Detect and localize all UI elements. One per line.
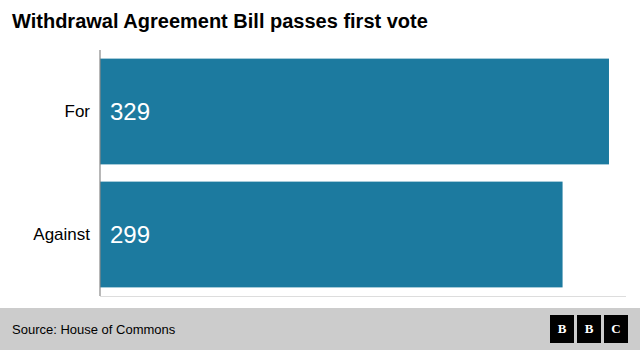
logo-letter: B xyxy=(550,315,574,343)
logo-letter: C xyxy=(604,315,628,343)
y-axis-line xyxy=(99,50,100,296)
chart: Withdrawal Agreement Bill passes first v… xyxy=(0,0,640,350)
title: Withdrawal Agreement Bill passes first v… xyxy=(12,10,428,32)
bars xyxy=(100,59,609,288)
logo: BBC xyxy=(550,315,628,343)
logo-letter: B xyxy=(577,315,601,343)
data-label: 329 xyxy=(110,98,150,125)
labels: 329 For 299 Against xyxy=(33,98,150,248)
footer: Source: House of CommonsBBC xyxy=(0,308,640,350)
source-text: Source: House of Commons xyxy=(12,322,175,337)
x-axis-line xyxy=(100,296,626,297)
chart-svg: Withdrawal Agreement Bill passes first v… xyxy=(0,0,640,308)
y-tick-label: For xyxy=(65,102,91,121)
bar xyxy=(100,59,609,165)
data-label: 299 xyxy=(110,221,150,248)
y-tick-label: Against xyxy=(33,225,90,244)
bar xyxy=(100,182,563,288)
